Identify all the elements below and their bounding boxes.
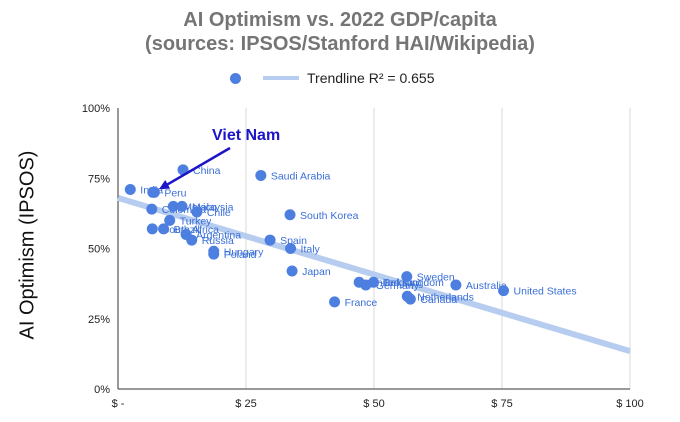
x-tick-label: $ 50 (363, 398, 384, 410)
data-point (498, 285, 510, 297)
data-label: Japan (302, 266, 331, 278)
data-point (158, 223, 170, 235)
data-point (186, 234, 198, 246)
data-point (148, 186, 160, 198)
chart-legend: Trendline R² = 0.655 (230, 66, 435, 90)
chart-title: AI Optimism vs. 2022 GDP/capita (183, 9, 497, 31)
data-label: Canada (420, 294, 457, 306)
data-point (146, 203, 158, 215)
data-point (401, 271, 413, 283)
chart-subtitle: (sources: IPSOS/Stanford HAI/Wikipedia) (145, 33, 535, 55)
data-label: Poland (224, 249, 257, 261)
data-point (180, 228, 192, 240)
legend-trendline-label: Trendline R² = 0.655 (307, 70, 435, 86)
data-label: Hungary (224, 246, 264, 258)
data-label: Sweden (417, 272, 455, 284)
data-point (164, 214, 176, 226)
data-label: Mexico (183, 201, 216, 213)
legend-trendline-swatch (263, 76, 299, 80)
data-label: Turkey (180, 215, 212, 227)
data-label: Peru (164, 187, 186, 199)
data-label: Brazil (174, 224, 200, 236)
data-label: Russia (202, 235, 234, 247)
data-point (360, 279, 372, 291)
data-point (176, 200, 188, 212)
x-tick-label: $ 75 (491, 398, 512, 410)
legend-point-marker (230, 72, 241, 84)
data-label: India (140, 184, 163, 196)
annotation-arrow (159, 146, 231, 190)
data-point (401, 290, 413, 302)
data-point (208, 245, 220, 257)
data-point (284, 209, 296, 221)
data-point (285, 243, 297, 254)
y-tick-label: 25% (88, 314, 110, 326)
data-label: United Kingdom (369, 277, 444, 289)
data-point (353, 276, 365, 288)
data-point (124, 183, 136, 195)
y-tick-label: 0% (94, 384, 110, 396)
data-point (264, 234, 276, 246)
y-tick-label: 50% (88, 244, 110, 256)
data-point (450, 279, 462, 291)
data-point (146, 223, 158, 235)
data-point (329, 296, 341, 308)
data-label: United States (514, 286, 577, 298)
data-label: Chile (207, 207, 231, 219)
data-point (255, 169, 267, 181)
x-tick-label: $ 100 (616, 398, 644, 410)
data-label: Spain (280, 235, 307, 247)
data-label: South Africa (162, 224, 219, 236)
y-axis-title: AI Optimism (IPSOS) (16, 150, 39, 340)
data-label: Netherlands (417, 291, 474, 303)
data-point (167, 200, 179, 212)
annotation-label: Viet Nam (212, 127, 280, 144)
data-point (286, 265, 298, 277)
data-point (367, 276, 379, 288)
y-tick-label: 75% (88, 173, 110, 185)
data-label: Colombia (162, 204, 207, 216)
data-label: China (193, 165, 221, 177)
data-label: Argentina (196, 229, 241, 241)
data-label: South Korea (300, 210, 359, 222)
data-label: Saudi Arabia (271, 170, 331, 182)
data-label: Italy (301, 244, 321, 256)
x-tick-label: $ 25 (235, 398, 256, 410)
data-label: Germany (376, 280, 420, 292)
data-label: Australia (466, 280, 507, 292)
data-point (404, 293, 416, 305)
data-label: France (345, 297, 378, 309)
x-tick-label: $ - (112, 398, 125, 410)
data-point (177, 164, 189, 176)
data-point (147, 186, 159, 198)
data-label: Malaysia (192, 201, 234, 213)
trendline (117, 195, 631, 354)
y-tick-label: 100% (82, 103, 110, 115)
data-point (208, 248, 220, 260)
data-label: Belgium (383, 277, 421, 289)
data-point (191, 206, 203, 218)
y-axis-title-wrap: AI Optimism (IPSOS) (8, 120, 48, 370)
